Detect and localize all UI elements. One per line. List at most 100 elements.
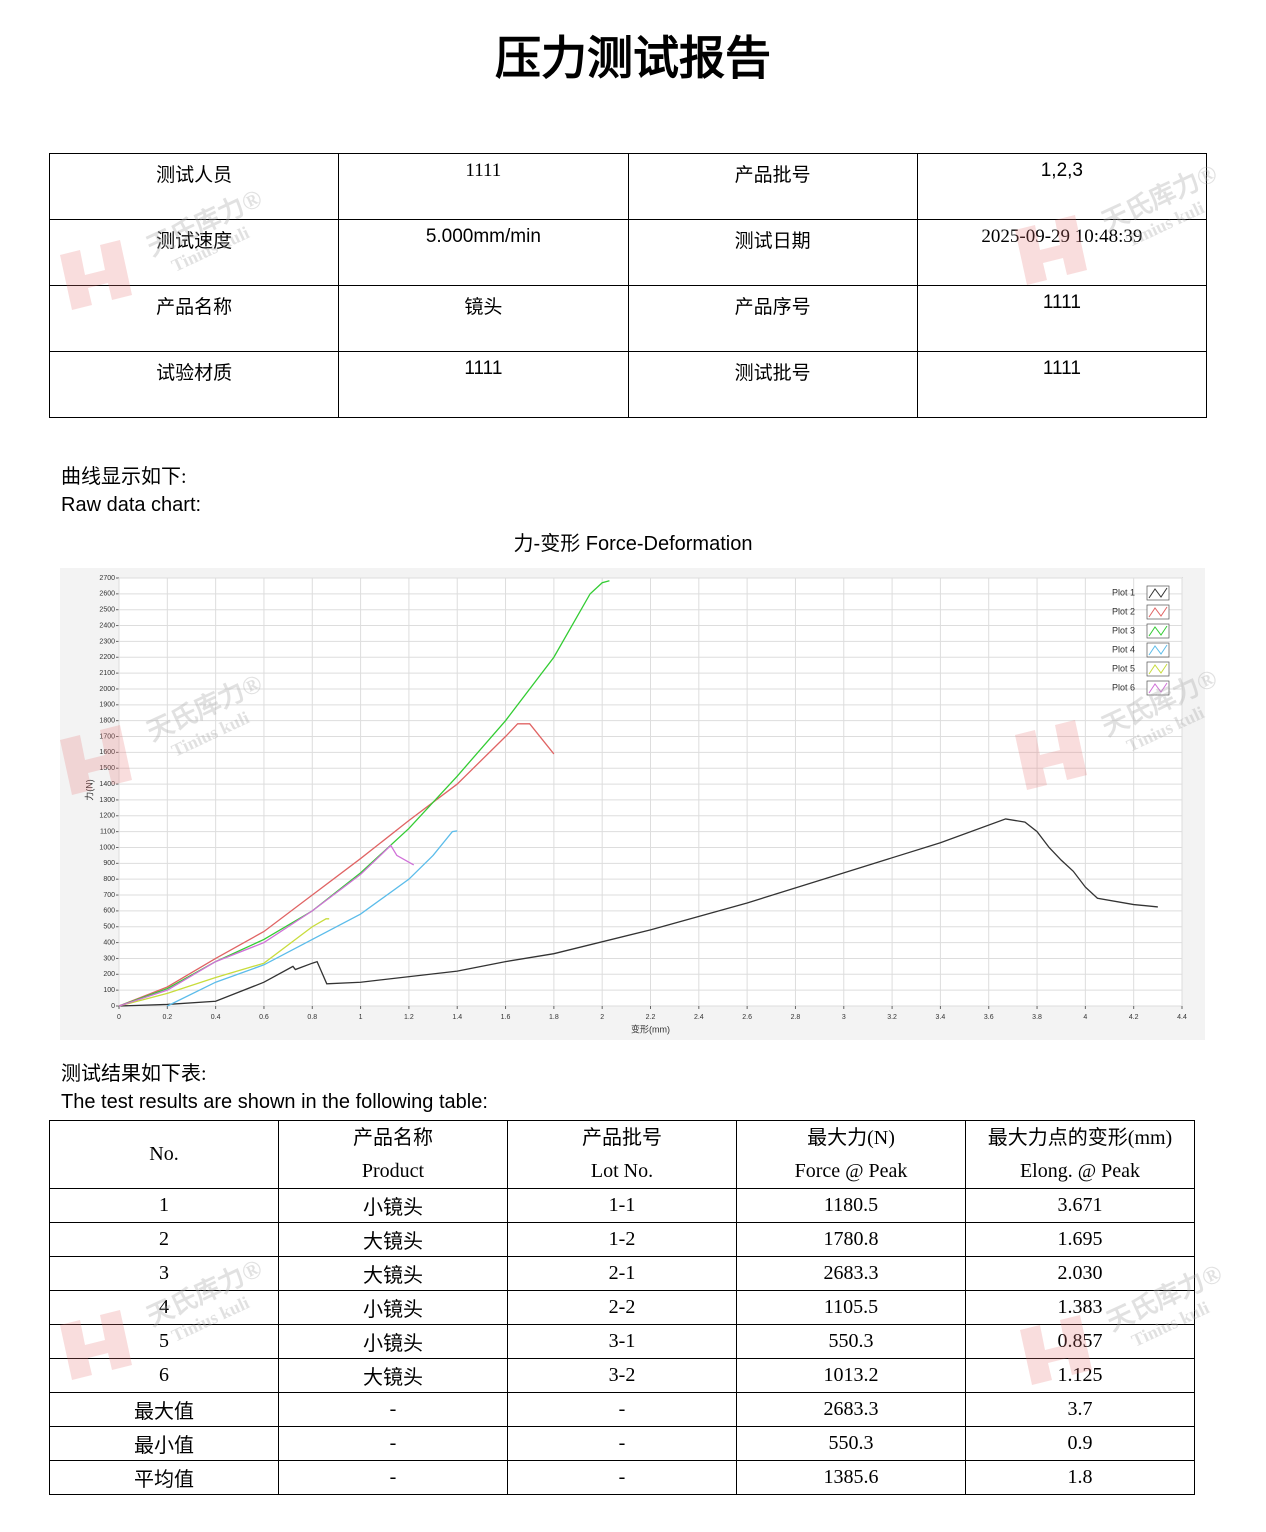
result-cell: 大镜头 (278, 1222, 508, 1257)
result-cell: 3 (49, 1256, 279, 1291)
result-cell: 1 (49, 1188, 279, 1223)
y-tick-label: 300 (103, 955, 115, 962)
result-cell: - (278, 1460, 508, 1495)
y-tick-label: 400 (103, 939, 115, 946)
x-tick-label: 1.6 (501, 1014, 511, 1021)
logo-shape (60, 240, 132, 310)
y-tick-label: 1600 (99, 749, 115, 756)
info-label: 测试人员 (48, 153, 340, 220)
y-tick-label: 800 (103, 876, 115, 883)
result-row: 2 大镜头 1-2 1780.8 1.695 (49, 1222, 1195, 1257)
result-cell: 1-1 (507, 1188, 737, 1223)
header-text: No. (149, 1143, 179, 1165)
y-tick-label: 1200 (99, 813, 115, 820)
y-tick-label: 1400 (99, 781, 115, 788)
watermark-logo (60, 725, 132, 795)
watermark-logo (1020, 1315, 1092, 1385)
series-line (118, 844, 415, 1007)
x-tick-label: 4.2 (1129, 1014, 1139, 1021)
x-tick-label: 0.2 (162, 1014, 172, 1021)
watermark-logo (60, 1310, 132, 1380)
results-table: No. 产品名称 Product 产品批号 Lot No. 最大力(N) Force @ P… (49, 1120, 1195, 1495)
result-cell: 1013.2 (736, 1358, 966, 1393)
result-row: 6 大镜头 3-2 1013.2 1.125 (49, 1358, 1195, 1393)
result-cell: 550.3 (736, 1426, 966, 1461)
x-tick-label: 1 (359, 1014, 363, 1021)
legend-label: Plot 6 (1112, 682, 1135, 692)
x-tick-label: 1.8 (549, 1014, 559, 1021)
legend-label: Plot 1 (1112, 587, 1135, 597)
result-cell: 1105.5 (736, 1290, 966, 1325)
result-cell: - (507, 1392, 737, 1427)
info-value: 1111 (338, 351, 629, 418)
info-label: 产品批号 (627, 153, 918, 220)
header-text: 产品批号 (582, 1126, 662, 1149)
info-value: 2025-09-29 10:48:39 (916, 219, 1208, 286)
header-text: Lot No. (590, 1159, 654, 1182)
result-cell: - (507, 1426, 737, 1461)
header-cell: 最大力点的变形(mm) Elong. @ Peak (965, 1120, 1195, 1189)
result-cell: 3.671 (965, 1188, 1195, 1223)
watermark-logo (60, 240, 132, 310)
result-cell: 2-2 (507, 1290, 737, 1325)
x-tick-label: 0.6 (259, 1014, 269, 1021)
y-tick-label: 1800 (99, 718, 115, 725)
y-tick-label: 2100 (99, 670, 115, 677)
info-label: 测试日期 (627, 219, 918, 286)
result-cell: 550.3 (736, 1324, 966, 1359)
result-cell: 6 (49, 1358, 279, 1393)
series-line (118, 918, 330, 1007)
watermark-logo (1015, 215, 1087, 285)
result-cell: 1-2 (507, 1222, 737, 1257)
info-label: 测试批号 (627, 351, 918, 418)
chart-title-text: 力-变形 Force-Deformation (513, 533, 753, 555)
x-tick-label: 2.4 (694, 1014, 704, 1021)
logo-shape (1015, 720, 1087, 790)
result-cell: 1.695 (965, 1222, 1195, 1257)
x-tick-label: 4 (1083, 1014, 1087, 1021)
header-text: Force @ Peak (794, 1159, 908, 1182)
results-label-cn: 测试结果如下表: (61, 1063, 207, 1085)
y-tick-label: 1900 (99, 702, 115, 709)
result-cell: 1.8 (965, 1460, 1195, 1495)
result-cell: 1180.5 (736, 1188, 966, 1223)
info-value: 1111 (338, 153, 629, 220)
result-row: 最小值 - -550.3 0.9 (49, 1426, 1195, 1461)
y-tick-label: 2300 (99, 638, 115, 645)
logo-shape (60, 1310, 132, 1380)
result-cell: 平均值 (49, 1460, 279, 1495)
result-row: 最大值 - -2683.3 3.7 (49, 1392, 1195, 1427)
legend-label: Plot 3 (1112, 625, 1135, 635)
result-row: 3 大镜头 2-1 2683.3 2.030 (49, 1256, 1195, 1291)
logo-shape (60, 725, 132, 795)
legend-label: Plot 4 (1112, 644, 1135, 654)
y-tick-label: 100 (103, 987, 115, 994)
info-table: 测试人员1111产品批号1,2,3测试速度5.000mm/min测试日期2025… (48, 153, 1208, 418)
y-tick-label: 2700 (99, 575, 115, 582)
result-row: 平均值 - -1385.6 1.8 (49, 1460, 1195, 1495)
info-label: 产品名称 (48, 285, 340, 352)
report-title: 压力测试报告 (495, 33, 771, 84)
header-cell: 最大力(N) Force @ Peak (736, 1120, 966, 1189)
result-cell: 小镜头 (278, 1290, 508, 1325)
legend-swatch (1148, 625, 1168, 637)
y-tick-label: 0 (111, 1003, 115, 1010)
y-tick-label: 900 (103, 860, 115, 867)
info-row: 测试人员 1111 产品批号 1,2,3 (48, 153, 1208, 220)
result-cell: - (278, 1426, 508, 1461)
watermark-logo (1015, 720, 1087, 790)
result-cell: 2.030 (965, 1256, 1195, 1291)
info-value: 镜头 (338, 285, 629, 352)
x-tick-label: 0 (117, 1014, 121, 1021)
y-tick-label: 700 (103, 892, 115, 899)
info-value: 1,2,3 (916, 153, 1208, 220)
result-cell: 3-1 (507, 1324, 737, 1359)
x-tick-label: 3.4 (936, 1014, 946, 1021)
y-tick-label: 600 (103, 908, 115, 915)
header-cell: 产品批号 Lot No. (507, 1120, 737, 1189)
legend-label: Plot 2 (1112, 606, 1135, 616)
chart-label-cn: 曲线显示如下: (61, 466, 187, 488)
legend-swatch (1148, 587, 1168, 599)
legend-swatch (1148, 606, 1168, 618)
legend-swatch (1148, 644, 1168, 656)
